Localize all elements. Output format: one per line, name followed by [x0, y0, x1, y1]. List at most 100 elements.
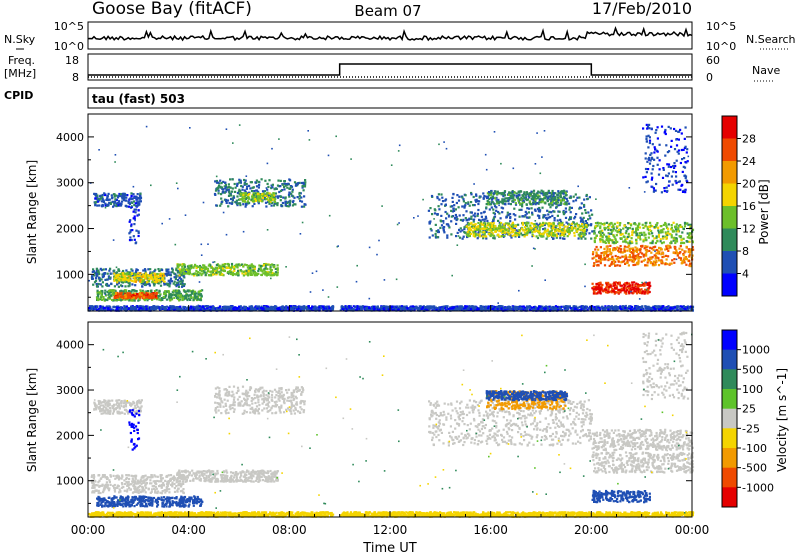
power-cell: [242, 193, 245, 196]
power-cell: [330, 305, 334, 309]
power-cell: [443, 231, 446, 234]
power-cell: [133, 208, 136, 211]
power-cell: [227, 266, 230, 269]
power-cell: [501, 207, 505, 210]
power-cell: [150, 277, 153, 280]
power-cell: [597, 248, 600, 251]
power-cell: [648, 233, 651, 236]
power-cell: [113, 285, 116, 288]
power-cell: [580, 219, 583, 222]
power-cell: [281, 189, 284, 192]
power-cell: [225, 189, 228, 192]
power-cell: [136, 269, 139, 272]
power-cell: [190, 309, 193, 312]
power-cell: [263, 269, 266, 272]
power-cell: [483, 195, 486, 198]
power-cell: [435, 230, 438, 233]
power-cell: [296, 196, 299, 199]
power-cell: [540, 235, 543, 238]
power-cell: [91, 276, 94, 279]
power-cell: [563, 202, 566, 205]
power-cell: [443, 226, 446, 229]
power-cell: [217, 270, 220, 274]
power-cell: [622, 235, 625, 238]
power-cell: [562, 192, 565, 195]
power-cell: [482, 196, 485, 199]
power-cell: [116, 291, 119, 295]
power-cell: [588, 232, 591, 235]
power-cell: [98, 276, 101, 279]
power-cell: [488, 208, 491, 211]
power-cell: [250, 272, 253, 275]
power-cell: [138, 280, 142, 283]
power-cell: [492, 222, 495, 225]
power-cell: [227, 205, 230, 208]
power-cell: [196, 309, 199, 312]
power-cell: [181, 285, 184, 288]
power-cell: [111, 298, 114, 301]
power-cell: [240, 184, 243, 188]
power-cell: [165, 282, 168, 285]
power-cell: [643, 231, 646, 234]
power-cell: [486, 196, 489, 199]
power-cell: [289, 186, 292, 189]
power-cell: [139, 309, 142, 312]
power-cell: [307, 305, 310, 308]
power-cell: [685, 263, 688, 266]
power-cell: [636, 225, 640, 228]
power-cell: [228, 308, 231, 311]
power-cell: [223, 269, 226, 272]
power-cell: [690, 226, 693, 229]
power-cell: [491, 197, 494, 200]
power-cell: [451, 200, 454, 203]
power-cell: [662, 237, 665, 240]
power-cell: [115, 298, 118, 301]
power-cell: [108, 269, 111, 272]
power-cell: [231, 197, 234, 200]
power-cell: [99, 305, 102, 308]
power-cell: [653, 264, 656, 267]
power-cell: [118, 192, 121, 196]
power-cell: [112, 308, 115, 311]
power-cell: [511, 231, 515, 234]
power-cell: [558, 224, 561, 227]
power-cell: [536, 236, 540, 240]
power-cell: [570, 222, 574, 225]
power-cell: [446, 212, 449, 215]
power-cell: [148, 284, 151, 287]
power-cell: [469, 232, 472, 235]
power-cell: [153, 309, 156, 312]
power-cell: [478, 200, 481, 203]
power-cell: [123, 305, 126, 308]
power-cell: [549, 230, 552, 233]
power-cell: [303, 307, 306, 310]
power-cell: [539, 226, 542, 229]
power-cell: [467, 202, 470, 205]
power-cell: [665, 258, 668, 261]
power-cell: [289, 306, 292, 309]
power-cell: [689, 223, 692, 226]
power-cell: [469, 226, 472, 229]
power-cell: [113, 279, 116, 282]
power-cell: [430, 194, 434, 198]
power-cell: [136, 214, 139, 217]
power-cell: [99, 308, 102, 311]
power-cell: [608, 238, 611, 241]
power-cell: [149, 307, 153, 310]
power-cell: [137, 272, 140, 275]
power-cell: [486, 219, 489, 223]
power-cell: [470, 201, 473, 204]
power-cell: [599, 256, 602, 259]
power-cell: [223, 305, 226, 308]
power-cell: [657, 231, 661, 234]
power-cell: [171, 267, 174, 270]
power-cell: [96, 289, 99, 292]
power-cell: [143, 281, 146, 284]
power-cell: [135, 296, 138, 299]
power-cell: [137, 213, 140, 216]
power-cell: [465, 210, 468, 213]
power-cell: [691, 228, 695, 231]
power-cell: [170, 305, 174, 308]
power-cell: [115, 198, 118, 202]
power-cell: [599, 235, 602, 238]
